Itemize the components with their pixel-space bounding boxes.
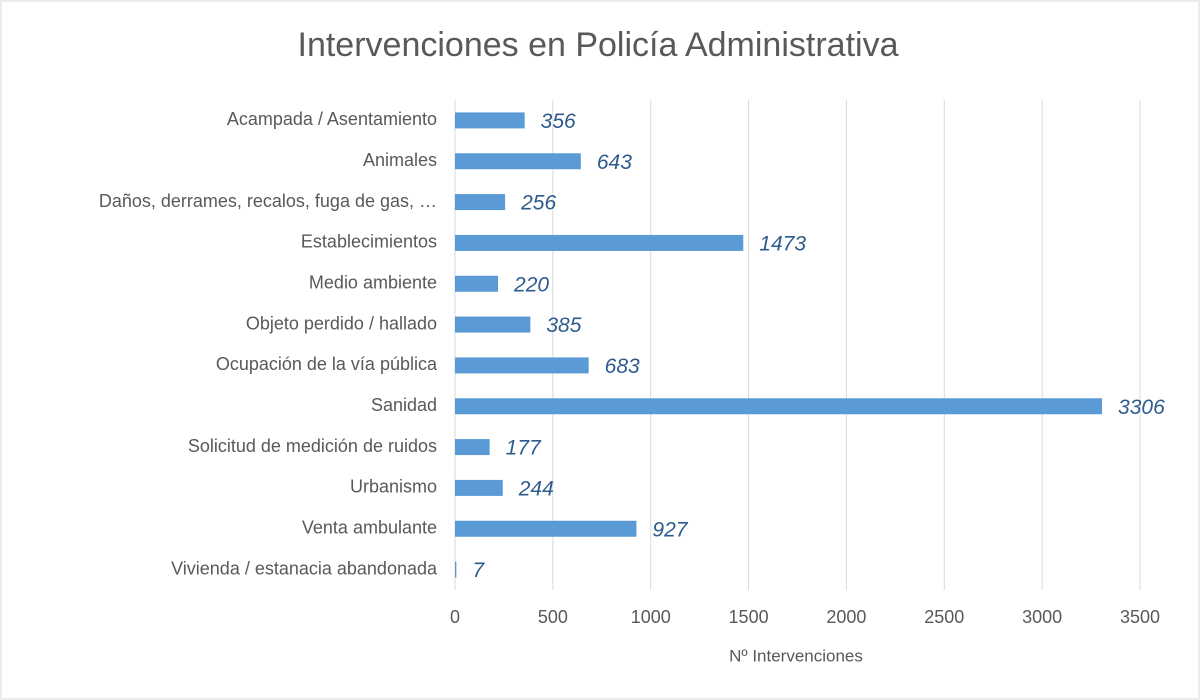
data-label: 177 — [506, 437, 542, 460]
x-tick-label: 2500 — [924, 607, 964, 627]
data-label: 385 — [546, 314, 581, 337]
chart-title: Intervenciones en Policía Administrativa — [298, 26, 899, 64]
y-tick-label: Vivienda / estanacia abandonada — [171, 558, 438, 578]
y-tick-label: Medio ambiente — [309, 273, 437, 293]
bar — [455, 153, 581, 170]
bar — [455, 398, 1103, 415]
y-tick-label: Objeto perdido / hallado — [246, 313, 437, 333]
bar — [455, 112, 525, 129]
bar — [455, 520, 637, 537]
bar — [455, 234, 744, 251]
x-tick-label: 2000 — [826, 607, 866, 627]
y-tick-label: Urbanismo — [350, 477, 437, 497]
bar — [455, 357, 589, 374]
x-axis-title: Nº Intervenciones — [729, 646, 863, 665]
data-label: 683 — [605, 355, 640, 378]
data-label: 927 — [652, 518, 688, 541]
x-tick-label: 3000 — [1022, 607, 1062, 627]
bar — [455, 439, 490, 456]
bar — [455, 561, 457, 578]
x-tick-label: 1000 — [631, 607, 671, 627]
data-label: 244 — [518, 477, 554, 500]
x-tick-label: 1500 — [729, 607, 769, 627]
data-label: 643 — [597, 151, 632, 174]
x-tick-label: 0 — [450, 607, 460, 627]
y-tick-label: Establecimientos — [301, 232, 437, 252]
y-tick-label: Solicitud de medición de ruidos — [188, 436, 437, 456]
y-tick-label: Venta ambulante — [302, 518, 437, 538]
x-tick-label: 3500 — [1120, 607, 1160, 627]
data-label: 1473 — [759, 232, 806, 255]
y-tick-label: Daños, derrames, recalos, fuga de gas, … — [99, 191, 437, 211]
data-label: 356 — [541, 110, 576, 133]
bar — [455, 275, 499, 292]
bar — [455, 194, 506, 211]
data-label: 220 — [513, 273, 549, 296]
bar — [455, 316, 531, 333]
data-label: 3306 — [1118, 396, 1165, 419]
data-label: 256 — [520, 192, 556, 215]
y-tick-label: Acampada / Asentamiento — [227, 109, 437, 129]
y-tick-label: Ocupación de la vía pública — [216, 354, 438, 374]
x-tick-label: 500 — [538, 607, 568, 627]
bar — [455, 479, 503, 496]
y-tick-label: Animales — [363, 150, 437, 170]
data-label: 7 — [472, 559, 485, 582]
y-tick-label: Sanidad — [371, 395, 437, 415]
